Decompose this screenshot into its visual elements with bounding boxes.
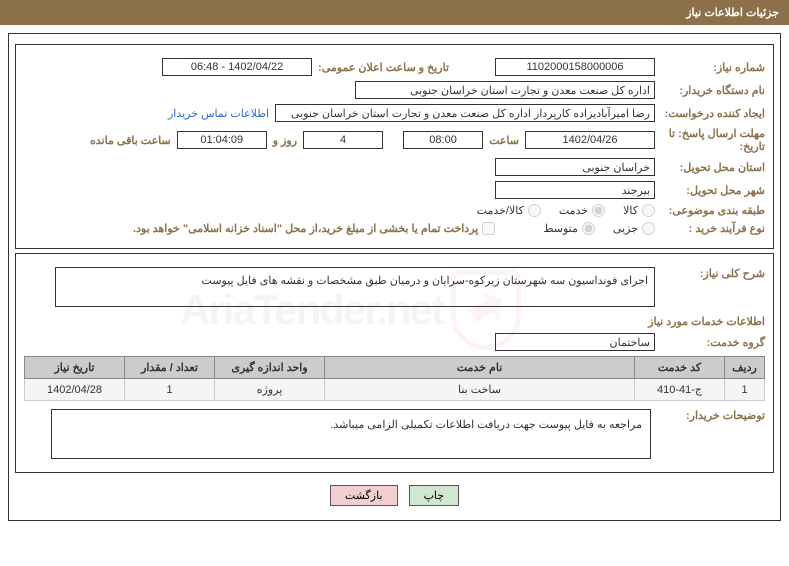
checkbox-icon xyxy=(482,222,495,235)
delivery-city-value: بیرجند xyxy=(495,181,655,199)
summary-label: شرح کلی نیاز: xyxy=(655,267,765,280)
category-opt3-text: کالا/خدمت xyxy=(477,204,524,217)
need-number-value: 1102000158000006 xyxy=(495,58,655,76)
cell-qty: 1 xyxy=(125,379,215,401)
category-opt-service[interactable]: خدمت xyxy=(559,204,605,217)
deadline-remain: 01:04:09 xyxy=(177,131,267,149)
print-button[interactable]: چاپ xyxy=(409,485,460,506)
button-row: چاپ بازگشت xyxy=(15,477,774,514)
proc-opt2-text: متوسط xyxy=(543,222,578,235)
info-fieldset: شماره نیاز: 1102000158000006 تاریخ و ساع… xyxy=(15,44,774,249)
table-row: 1 ج-41-410 ساخت بنا پروژه 1 1402/04/28 xyxy=(25,379,765,401)
announce-label: تاریخ و ساعت اعلان عمومی: xyxy=(312,61,455,74)
category-opt-goods[interactable]: کالا xyxy=(623,204,655,217)
proc-opt-medium[interactable]: متوسط xyxy=(543,222,595,235)
radio-icon xyxy=(592,204,605,217)
buyer-org-label: نام دستگاه خریدار: xyxy=(655,84,765,97)
delivery-prov-value: خراسان جنوبی xyxy=(495,158,655,176)
page-title: جزئیات اطلاعات نیاز xyxy=(0,0,789,25)
th-qty: تعداد / مقدار xyxy=(125,357,215,379)
deadline-time: 08:00 xyxy=(403,131,483,149)
deadline-label: مهلت ارسال پاسخ: تا تاریخ: xyxy=(655,127,765,153)
th-name: نام خدمت xyxy=(325,357,635,379)
treasury-note: پرداخت تمام یا بخشی از مبلغ خرید،از محل … xyxy=(133,222,495,235)
back-button[interactable]: بازگشت xyxy=(330,485,398,506)
radio-icon xyxy=(528,204,541,217)
th-row: ردیف xyxy=(725,357,765,379)
summary-value: اجرای فونداسیون سه شهرستان زیرکوه-سرایان… xyxy=(55,267,655,307)
services-section-title: اطلاعات خدمات مورد نیاز xyxy=(24,315,765,328)
deadline-days-and: روز و xyxy=(267,134,303,147)
svc-group-value: ساختمان xyxy=(495,333,655,351)
need-number-label: شماره نیاز: xyxy=(655,61,765,74)
requester-value: رضا امیرآبادیزاده کارپرداز اداره کل صنعت… xyxy=(275,104,655,122)
radio-icon xyxy=(582,222,595,235)
detail-fieldset: شرح کلی نیاز: اجرای فونداسیون سه شهرستان… xyxy=(15,253,774,473)
buyer-note-value: مراجعه به فایل پیوست جهت دریافت اطلاعات … xyxy=(51,409,651,459)
th-date: تاریخ نیاز xyxy=(25,357,125,379)
buyer-note-label: توضیحات خریدار: xyxy=(655,409,765,422)
requester-label: ایجاد کننده درخواست: xyxy=(655,107,765,120)
treasury-note-text: پرداخت تمام یا بخشی از مبلغ خرید،از محل … xyxy=(133,222,478,235)
svc-group-label: گروه خدمت: xyxy=(655,336,765,349)
deadline-date: 1402/04/26 xyxy=(525,131,655,149)
proc-opt1-text: جزیی xyxy=(613,222,638,235)
buyer-org-value: اداره کل صنعت معدن و تجارت استان خراسان … xyxy=(355,81,655,99)
proc-opt-minor[interactable]: جزیی xyxy=(613,222,655,235)
proc-type-label: نوع فرآیند خرید : xyxy=(655,222,765,235)
radio-icon xyxy=(642,222,655,235)
announce-value: 1402/04/22 - 06:48 xyxy=(162,58,312,76)
cell-row: 1 xyxy=(725,379,765,401)
category-opt1-text: کالا xyxy=(623,204,638,217)
services-table: ردیف کد خدمت نام خدمت واحد اندازه گیری ت… xyxy=(24,356,765,401)
main-panel: شماره نیاز: 1102000158000006 تاریخ و ساع… xyxy=(8,33,781,521)
category-opt2-text: خدمت xyxy=(559,204,588,217)
deadline-days: 4 xyxy=(303,131,383,149)
category-label: طبقه بندی موضوعی: xyxy=(655,204,765,217)
deadline-time-label: ساعت xyxy=(483,134,525,147)
category-opt-both[interactable]: کالا/خدمت xyxy=(477,204,541,217)
delivery-city-label: شهر محل تحویل: xyxy=(655,184,765,197)
th-code: کد خدمت xyxy=(635,357,725,379)
cell-date: 1402/04/28 xyxy=(25,379,125,401)
buyer-contact-link[interactable]: اطلاعات تماس خریدار xyxy=(168,107,269,120)
cell-unit: پروژه xyxy=(215,379,325,401)
radio-icon xyxy=(642,204,655,217)
deadline-remain-label: ساعت باقی مانده xyxy=(84,134,177,147)
cell-name: ساخت بنا xyxy=(325,379,635,401)
delivery-prov-label: استان محل تحویل: xyxy=(655,161,765,174)
th-unit: واحد اندازه گیری xyxy=(215,357,325,379)
cell-code: ج-41-410 xyxy=(635,379,725,401)
